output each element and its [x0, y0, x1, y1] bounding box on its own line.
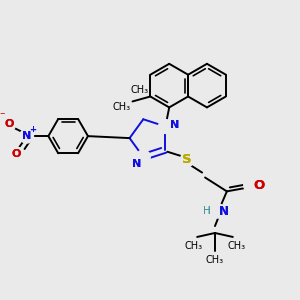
Text: S: S [182, 153, 192, 166]
Circle shape [20, 129, 34, 143]
Text: N: N [219, 205, 229, 218]
Text: O: O [12, 149, 21, 159]
Text: O: O [4, 119, 14, 129]
Circle shape [180, 153, 194, 166]
Text: ⁻: ⁻ [0, 111, 4, 121]
Text: CH₃: CH₃ [228, 241, 246, 251]
Circle shape [136, 150, 150, 164]
Text: N: N [132, 159, 141, 169]
Text: N: N [170, 121, 180, 130]
Text: O: O [12, 149, 21, 159]
Text: O: O [254, 179, 265, 192]
Text: N: N [132, 159, 141, 169]
Text: +: + [29, 125, 36, 134]
Text: N: N [219, 205, 229, 218]
Text: CH₃: CH₃ [184, 241, 202, 251]
Text: N: N [22, 131, 31, 141]
Text: O: O [254, 179, 265, 192]
Text: CH₃: CH₃ [130, 85, 148, 94]
Text: N: N [170, 121, 180, 130]
Circle shape [244, 178, 258, 192]
Text: S: S [182, 153, 192, 166]
Circle shape [212, 204, 226, 218]
Text: O: O [4, 119, 14, 129]
Text: H: H [203, 206, 211, 216]
Circle shape [2, 117, 16, 131]
Text: N: N [22, 131, 31, 141]
Text: CH₃: CH₃ [206, 255, 224, 265]
Circle shape [10, 147, 24, 161]
Text: CH₃: CH₃ [112, 102, 130, 112]
Circle shape [158, 119, 172, 134]
Text: ⁻: ⁻ [0, 111, 4, 121]
Text: H: H [203, 206, 211, 216]
Text: +: + [29, 125, 36, 134]
